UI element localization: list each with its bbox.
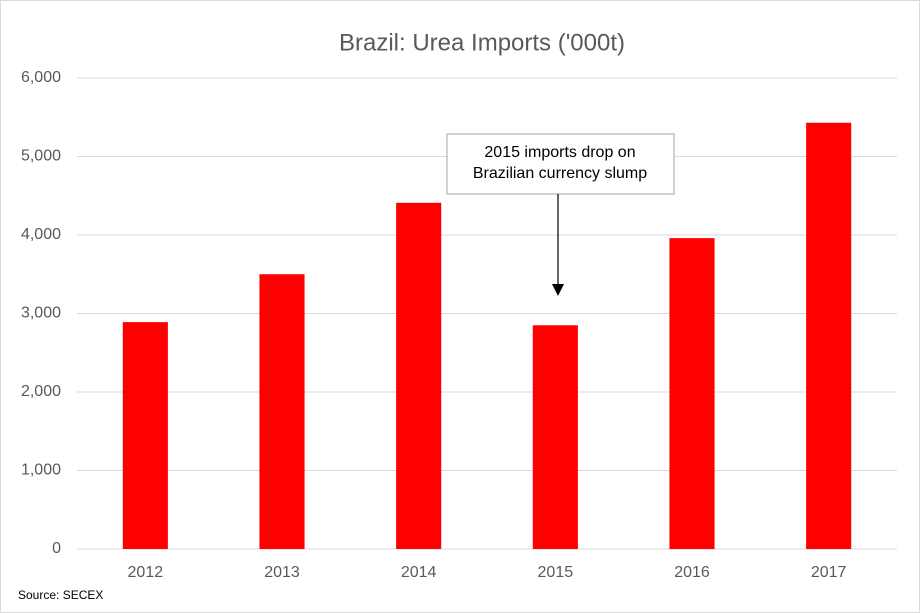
- y-tick-label: 0: [52, 540, 61, 557]
- x-tick-label: 2017: [811, 564, 847, 581]
- annotation-arrowhead: [552, 284, 564, 296]
- x-tick-label: 2014: [401, 564, 437, 581]
- bar: [532, 325, 578, 549]
- bar: [806, 122, 852, 550]
- annotation-text: 2015 imports drop on: [484, 144, 635, 161]
- y-tick-label: 6,000: [21, 69, 61, 86]
- x-tick-label: 2015: [538, 564, 574, 581]
- y-tick-label: 4,000: [21, 226, 61, 243]
- annotation-text: Brazilian currency slump: [473, 165, 647, 182]
- bar: [396, 202, 442, 549]
- bar: [259, 274, 305, 549]
- x-tick-label: 2012: [128, 564, 164, 581]
- bar: [122, 322, 168, 549]
- x-tick-label: 2013: [264, 564, 300, 581]
- y-tick-label: 3,000: [21, 305, 61, 322]
- annotation-box: [446, 133, 675, 195]
- source-note: Source: SECEX: [18, 588, 103, 602]
- chart-title: Brazil: Urea Imports ('000t): [339, 29, 625, 56]
- x-tick-label: 2016: [674, 564, 710, 581]
- bar: [669, 238, 715, 549]
- y-tick-label: 5,000: [21, 148, 61, 165]
- y-tick-label: 1,000: [21, 462, 61, 479]
- y-tick-label: 2,000: [21, 383, 61, 400]
